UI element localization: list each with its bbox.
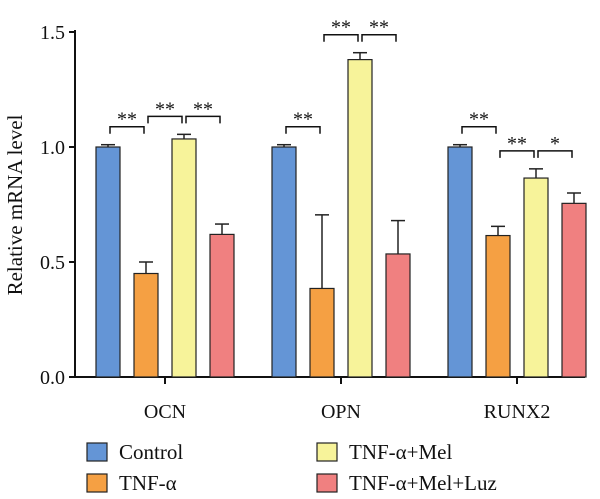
significance-label: ** — [469, 109, 489, 131]
bar-tnf — [133, 272, 159, 378]
legend-label: Control — [119, 440, 183, 464]
bar-tnf-mel-luz — [385, 253, 411, 378]
legend-swatch — [86, 442, 108, 462]
bar-tnf-mel-luz — [561, 202, 587, 378]
significance-label: * — [550, 133, 560, 155]
significance-label: ** — [331, 17, 351, 39]
bar-tnf — [309, 287, 335, 378]
significance-bracket — [461, 125, 497, 134]
bar-control — [271, 146, 297, 378]
legend-swatch — [316, 473, 338, 493]
x-tick-label: OCN — [144, 401, 186, 423]
y-tick-label: 0.0 — [40, 367, 65, 389]
bar-tnf-mel — [523, 177, 549, 378]
significance-bracket — [109, 125, 145, 134]
significance-bracket — [323, 33, 359, 42]
legend-swatch — [316, 442, 338, 462]
significance-label: ** — [369, 17, 389, 39]
significance-label: ** — [293, 109, 313, 131]
y-tick-label: 0.5 — [40, 252, 65, 274]
significance-bracket — [285, 125, 321, 134]
significance-bracket — [361, 33, 397, 42]
significance-label: ** — [117, 109, 137, 131]
legend-label: TNF-α+Mel — [349, 440, 453, 464]
significance-bracket — [499, 150, 535, 158]
bar-control — [447, 146, 473, 378]
bar-tnf-mel — [347, 58, 373, 378]
significance-label: ** — [193, 98, 213, 120]
bar-control — [95, 146, 121, 378]
significance-bracket — [537, 150, 573, 158]
significance-bracket — [147, 115, 183, 124]
significance-bracket — [185, 115, 221, 124]
legend-swatch — [86, 473, 108, 493]
bar-tnf — [485, 234, 511, 378]
y-axis-title: Relative mRNA level — [3, 114, 27, 295]
y-tick-label: 1.5 — [40, 22, 65, 44]
bar-tnf-mel-luz — [209, 233, 235, 378]
legend-label: TNF-α — [119, 471, 177, 495]
significance-label: ** — [155, 98, 175, 120]
x-tick-label: OPN — [321, 401, 361, 423]
bar-tnf-mel — [171, 138, 197, 378]
significance-label: ** — [507, 133, 527, 155]
legend-label: TNF-α+Mel+Luz — [349, 471, 497, 495]
x-tick-label: RUNX2 — [484, 401, 551, 423]
y-tick-label: 1.0 — [40, 137, 65, 159]
